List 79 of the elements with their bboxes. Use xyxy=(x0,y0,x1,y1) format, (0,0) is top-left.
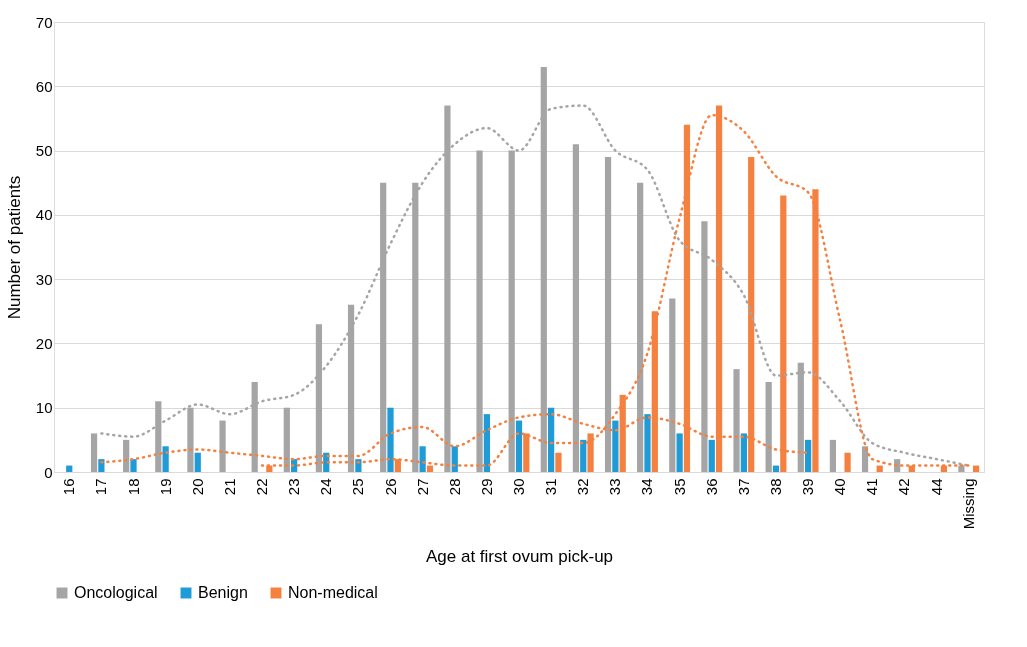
bar xyxy=(476,150,483,472)
y-tick-label: 70 xyxy=(35,13,53,31)
x-tick-label: 17 xyxy=(92,478,110,496)
x-tick-label: Missing xyxy=(959,478,977,530)
x-tick-label: 36 xyxy=(702,478,720,496)
bar xyxy=(451,446,458,472)
x-tick-label: 34 xyxy=(638,478,656,496)
x-tick-label: 44 xyxy=(927,478,945,496)
y-tick-label: 40 xyxy=(35,206,53,224)
bar xyxy=(548,407,555,472)
bar xyxy=(572,144,580,472)
x-tick-label: 16 xyxy=(60,478,78,496)
x-tick-label: 29 xyxy=(477,478,495,496)
x-tick-label: 30 xyxy=(510,478,527,496)
bar xyxy=(515,420,523,472)
x-tick-label: 22 xyxy=(253,478,271,496)
bar xyxy=(66,465,73,472)
bar xyxy=(162,446,169,472)
x-tick-label: 32 xyxy=(574,478,592,496)
bar xyxy=(508,150,515,472)
x-tick-label: 18 xyxy=(124,478,142,496)
x-tick-label: 25 xyxy=(349,478,367,496)
x-tick-label: 39 xyxy=(799,478,817,496)
bar xyxy=(972,465,980,472)
x-tick-label: 26 xyxy=(381,478,399,496)
bar xyxy=(283,407,290,472)
bar xyxy=(861,446,869,472)
bar xyxy=(733,369,740,472)
x-tick-label: 21 xyxy=(220,478,238,496)
bar xyxy=(844,452,851,472)
x-tick-label: 20 xyxy=(188,478,206,496)
x-tick-label: 27 xyxy=(413,478,431,496)
bar xyxy=(483,414,490,472)
x-tick-label: 33 xyxy=(606,478,624,496)
bar xyxy=(580,439,587,472)
bar xyxy=(130,459,137,472)
legend-label: Non-medical xyxy=(288,584,378,601)
bar xyxy=(194,452,201,472)
x-tick-label: 31 xyxy=(542,478,560,496)
y-axis-title: Number of patients xyxy=(4,175,24,320)
bar xyxy=(90,433,98,472)
bar xyxy=(669,298,676,472)
y-tick-label: 0 xyxy=(44,463,53,481)
x-tick-label: 35 xyxy=(670,478,688,496)
bar xyxy=(876,465,883,472)
y-tick-label: 60 xyxy=(35,77,53,95)
y-tick-label: 10 xyxy=(35,399,53,417)
x-tick-label: 38 xyxy=(766,478,784,496)
legend-label: Oncological xyxy=(74,584,158,601)
y-tick-label: 50 xyxy=(35,142,53,160)
bar xyxy=(772,465,780,472)
bar xyxy=(829,439,837,472)
x-tick-label: 23 xyxy=(285,478,303,496)
x-axis-title: Age at first ovum pick-up xyxy=(425,547,614,567)
y-tick-label: 20 xyxy=(35,334,53,352)
bar xyxy=(894,459,901,472)
x-tick-label: 28 xyxy=(445,478,463,496)
x-tick-label: 42 xyxy=(895,478,913,496)
bar xyxy=(805,439,812,472)
bar xyxy=(644,414,651,472)
x-tick-label: 40 xyxy=(831,478,849,496)
x-tick-label: 37 xyxy=(734,478,752,496)
bar xyxy=(676,433,683,472)
x-tick-label: 24 xyxy=(317,478,335,496)
bar xyxy=(123,439,130,472)
bar xyxy=(740,433,747,472)
legend-label: Benign xyxy=(198,584,248,601)
bar xyxy=(604,157,612,472)
bar xyxy=(708,439,715,472)
bar xyxy=(219,420,226,472)
x-tick-label: 41 xyxy=(863,478,881,496)
bar xyxy=(387,407,394,472)
bar xyxy=(419,446,426,472)
bar xyxy=(555,452,562,472)
y-tick-label: 30 xyxy=(35,270,53,288)
bar xyxy=(637,182,644,472)
x-tick-label: 19 xyxy=(156,478,174,496)
bar xyxy=(612,420,619,472)
bar xyxy=(765,382,772,472)
